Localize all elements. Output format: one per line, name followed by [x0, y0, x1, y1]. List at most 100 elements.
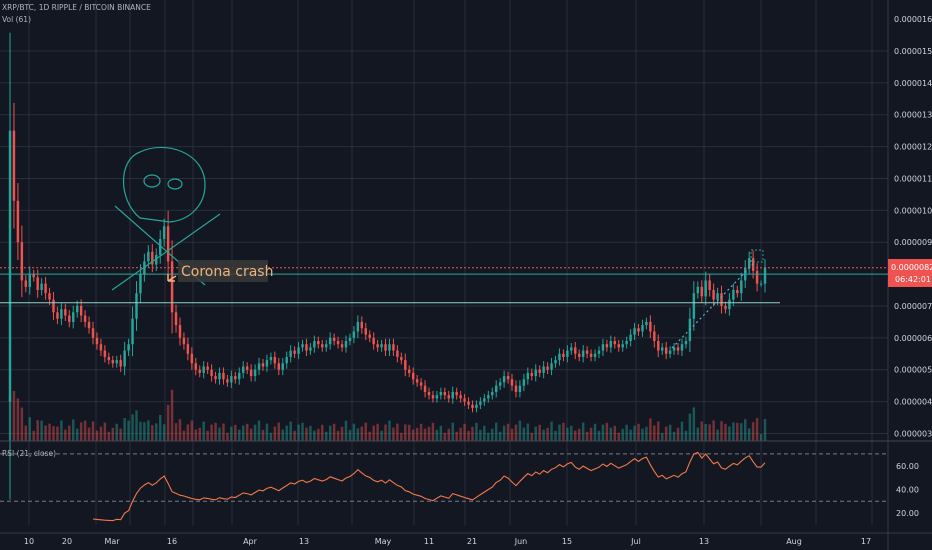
volume-bar: [471, 426, 474, 441]
volume-bar: [439, 425, 443, 441]
candle-body: [534, 369, 537, 377]
volume-bar: [498, 431, 502, 441]
price-tick-label: 0.00000400: [894, 398, 932, 407]
time-tick-label: 21: [467, 537, 477, 546]
candle-body: [289, 350, 292, 357]
volume-bar: [400, 432, 403, 441]
candle-body: [431, 395, 435, 399]
volume-bar: [317, 428, 320, 441]
price-tag-value: 0.00000822: [891, 263, 932, 272]
candle-body: [16, 200, 20, 243]
candle-body: [281, 363, 284, 370]
volume-bar: [289, 421, 292, 441]
candle-body: [716, 293, 719, 300]
candle-body: [313, 341, 316, 348]
candle-body: [435, 395, 439, 399]
volume-bar: [479, 429, 482, 441]
candle-body: [463, 398, 466, 402]
volume-bar: [688, 413, 692, 441]
candle-body: [684, 341, 688, 345]
volume-bar: [728, 426, 731, 441]
volume-bar: [75, 428, 79, 441]
candle-body: [249, 369, 253, 377]
candle-body: [162, 226, 166, 240]
volume-bar: [52, 426, 55, 441]
candle-body: [139, 274, 142, 294]
volume-bar: [415, 427, 419, 441]
candle-body: [720, 293, 723, 306]
candle-body: [566, 350, 569, 357]
candle-body: [510, 379, 514, 386]
volume-bar: [238, 429, 241, 441]
candle-body: [597, 350, 601, 354]
candle-body: [621, 344, 624, 348]
time-tick-label: 10: [24, 537, 34, 546]
volume-bar: [518, 420, 522, 441]
price-tick-label: 0.00001200: [894, 143, 932, 152]
volume-bar: [336, 430, 340, 441]
candle-body: [487, 395, 490, 399]
candle-body: [641, 325, 644, 332]
candle-body: [348, 337, 352, 342]
volume-bar: [684, 430, 688, 441]
annotation-label: Corona crash: [181, 264, 273, 280]
rsi-tick-label: 60.00: [896, 462, 919, 471]
candle-body: [135, 293, 138, 319]
annotation-background: [178, 260, 268, 282]
volume-bar: [392, 427, 395, 441]
time-tick-label: Mar: [104, 537, 120, 546]
volume-bar: [79, 422, 83, 441]
candle-body: [562, 353, 565, 357]
volume-bar: [491, 428, 494, 441]
volume-bar: [103, 422, 107, 441]
volume-bar: [372, 425, 375, 441]
candle-body: [653, 331, 656, 342]
time-tick-label: Jul: [630, 537, 641, 546]
candle-body: [491, 392, 494, 396]
volume-bar: [182, 430, 186, 441]
volume-bar: [190, 420, 194, 441]
volume-bar: [301, 422, 304, 441]
volume-bar: [621, 428, 624, 441]
price-tick-label: 0.00001100: [894, 174, 932, 183]
candle-body: [649, 321, 652, 332]
volume-bar: [668, 424, 672, 441]
candle-body: [107, 356, 111, 361]
candle-body: [404, 360, 407, 370]
volume-bar: [522, 427, 526, 441]
volume-bar: [530, 432, 534, 441]
candle-body: [629, 334, 632, 342]
volume-bar: [657, 421, 660, 441]
candle-body: [111, 360, 115, 364]
volume-bar: [348, 429, 352, 441]
volume-bar: [162, 424, 166, 441]
rsi-label: RSI (21, close): [2, 449, 56, 458]
volume-bar: [637, 423, 640, 441]
candle-body: [467, 401, 470, 405]
candle-body: [368, 334, 371, 338]
price-tick-label: 0.00001600: [894, 15, 932, 24]
volume-bar: [601, 424, 605, 441]
volume-bar: [506, 423, 510, 441]
volume-bar: [20, 407, 24, 441]
candle-body: [558, 353, 561, 361]
candle-body: [151, 251, 154, 265]
candle-body: [210, 369, 213, 377]
candle-body: [79, 305, 83, 316]
candle-body: [321, 344, 324, 348]
volume-bar: [763, 419, 767, 441]
candle-body: [423, 385, 427, 393]
time-tick-label: Aug: [786, 537, 802, 546]
volume-bar: [285, 425, 288, 441]
volume-bar: [99, 426, 103, 441]
candle-body: [601, 344, 605, 351]
candle-body: [388, 344, 391, 351]
candle-body: [99, 344, 103, 351]
candle-body: [708, 280, 711, 291]
volume-bar: [467, 430, 470, 441]
time-tick-label: 16: [167, 537, 177, 546]
candle-body: [95, 337, 99, 345]
candle-body: [52, 299, 55, 313]
volume-bar: [269, 432, 273, 441]
